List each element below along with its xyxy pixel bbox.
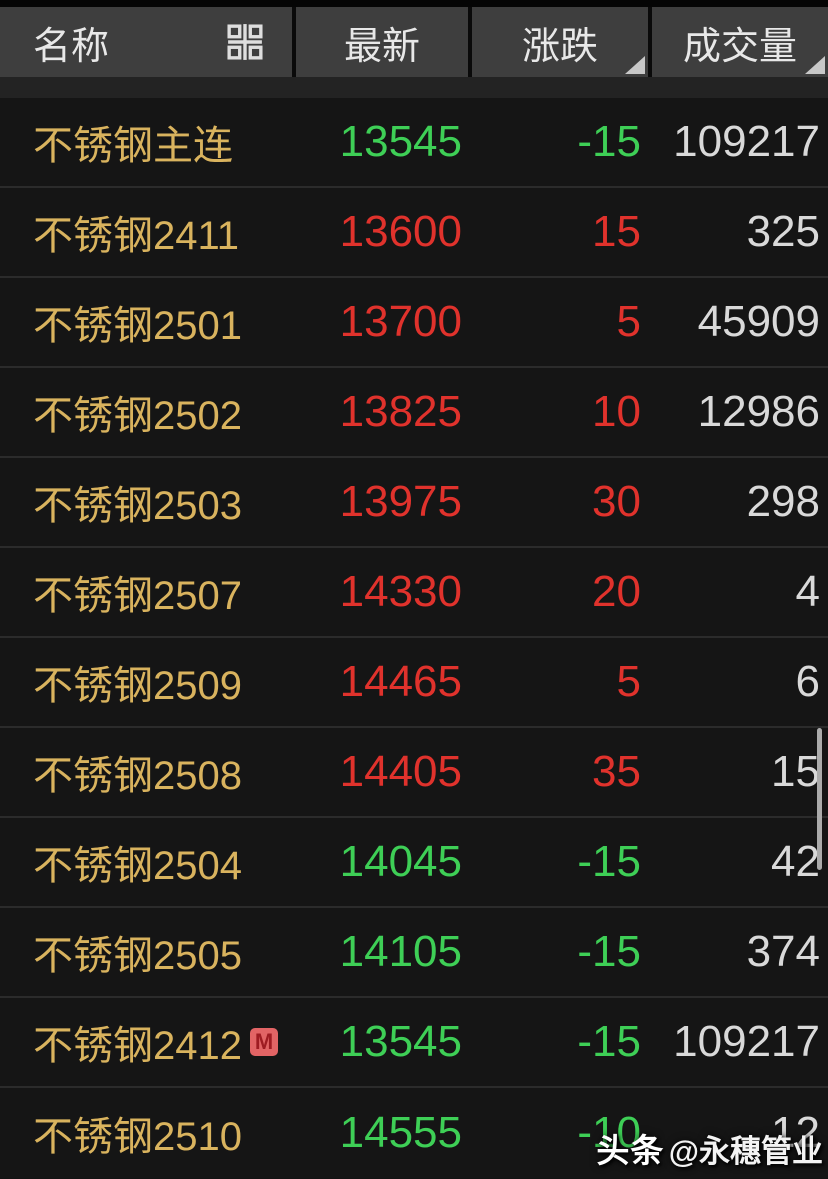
quote-row[interactable]: 不锈钢2504 14045 -15 42 [0,818,828,908]
contract-name-cell: 不锈钢2508 [0,743,292,801]
price-change: 35 [592,747,641,796]
quote-row[interactable]: 不锈钢2501 13700 5 45909 [0,278,828,368]
volume: 15 [771,747,820,796]
price-change: -15 [577,927,641,976]
column-header-latest[interactable]: 最新 [296,7,468,77]
contract-name-cell: 不锈钢2504 [0,833,292,891]
column-header-name-label: 名称 [33,25,110,68]
contract-name: 不锈钢主连 [33,124,233,168]
price-change: 20 [592,567,641,616]
contract-name-cell: 不锈钢主连 [0,113,292,171]
volume: 45909 [697,297,820,346]
watermark: 头条 @永穗管业 [596,1124,823,1172]
contract-name-cell: 不锈钢2503 [0,473,292,531]
volume: 4 [795,567,820,616]
quote-row[interactable]: 不锈钢2505 14105 -15 374 [0,908,828,998]
scrollbar-thumb[interactable] [817,728,822,870]
contract-name: 不锈钢2507 [33,574,242,618]
price-change: 15 [592,207,641,256]
last-price: 14045 [339,837,462,886]
header-gap-band [0,77,828,98]
price-change: -15 [577,117,641,166]
contract-name-cell: 不锈钢2501 [0,293,292,351]
last-price: 14405 [339,747,462,796]
column-header-latest-label: 最新 [343,25,420,68]
quote-row[interactable]: 不锈钢2411 13600 15 325 [0,188,828,278]
volume: 6 [795,657,820,706]
quote-row[interactable]: 不锈钢2412 M 13545 -15 109217 [0,998,828,1088]
volume: 12986 [697,387,820,436]
grid-switch-icon[interactable] [226,23,264,61]
volume: 12 [771,1108,820,1157]
quote-row[interactable]: 不锈钢2507 14330 20 4 [0,548,828,638]
last-price: 13700 [339,297,462,346]
contract-name: 不锈钢2503 [33,484,242,528]
contract-name: 不锈钢2412 [33,1024,242,1068]
contract-name: 不锈钢2505 [33,934,242,978]
watermark-handle: @永穗管业 [668,1134,823,1169]
price-change: 5 [616,657,641,706]
contract-name: 不锈钢2504 [33,844,242,888]
volume: 325 [746,207,820,256]
contract-name-cell: 不锈钢2502 [0,383,292,441]
contract-name: 不锈钢2502 [33,394,242,438]
column-header-name[interactable]: 名称 [0,7,292,77]
price-change: -15 [577,1017,641,1066]
price-change: 5 [616,297,641,346]
sort-corner-icon [805,56,825,74]
contract-name: 不锈钢2411 [33,214,240,258]
last-price: 13545 [339,117,462,166]
header-divider [648,7,652,77]
last-price: 13545 [339,1017,462,1066]
volume: 298 [746,477,820,526]
column-header-change[interactable]: 涨跌 [472,7,648,77]
contract-name-cell: 不锈钢2411 [0,203,292,261]
volume: 109217 [673,1017,820,1066]
watermark-brand: 头条 [596,1132,665,1169]
contract-name-cell: 不锈钢2507 [0,563,292,621]
price-change: -15 [577,837,641,886]
last-price: 14555 [339,1108,462,1157]
last-price: 13975 [339,477,462,526]
header-divider [468,7,472,77]
contract-name: 不锈钢2508 [33,754,242,798]
volume: 109217 [673,117,820,166]
contract-name: 不锈钢2501 [33,304,242,348]
contract-name-cell: 不锈钢2509 [0,653,292,711]
top-strip [0,0,828,7]
contract-name-cell: 不锈钢2505 [0,923,292,981]
header-divider [292,7,296,77]
price-change: 30 [592,477,641,526]
volume: 374 [746,927,820,976]
last-price: 14465 [339,657,462,706]
quote-row[interactable]: 不锈钢2502 13825 10 12986 [0,368,828,458]
quote-row[interactable]: 不锈钢2509 14465 5 6 [0,638,828,728]
sort-corner-icon [625,56,645,74]
contract-name: 不锈钢2509 [33,664,242,708]
quote-table: 不锈钢主连 13545 -15 109217 不锈钢2411 13600 15 … [0,98,828,1178]
quote-row[interactable]: 不锈钢2508 14405 35 15 [0,728,828,818]
quote-row[interactable]: 不锈钢主连 13545 -15 109217 [0,98,828,188]
contract-name: 不锈钢2510 [33,1115,242,1159]
last-price: 14105 [339,927,462,976]
last-price: 14330 [339,567,462,616]
contract-name-cell: 不锈钢2412 M [0,1013,292,1071]
column-header-volume[interactable]: 成交量 [652,7,828,77]
price-change: 10 [592,387,641,436]
quote-row[interactable]: 不锈钢2503 13975 30 298 [0,458,828,548]
contract-name-cell: 不锈钢2510 [0,1104,292,1162]
price-change: -10 [577,1108,641,1157]
volume: 42 [771,837,820,886]
column-header-change-label: 涨跌 [521,25,598,68]
main-contract-badge: M [249,1028,278,1056]
table-header: 名称 最新 涨跌 成交量 [0,7,828,77]
last-price: 13825 [339,387,462,436]
quote-row[interactable]: 不锈钢2510 14555 -10 12 [0,1088,828,1178]
last-price: 13600 [339,207,462,256]
column-header-volume-label: 成交量 [682,25,797,68]
